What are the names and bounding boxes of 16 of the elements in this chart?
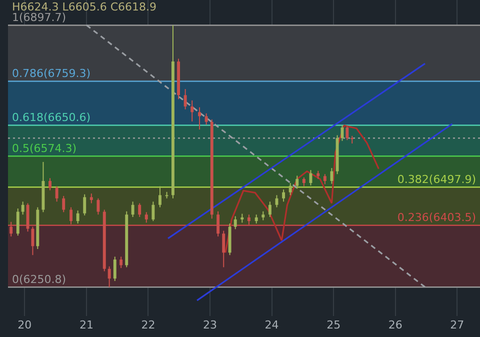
x-tick-label: 21 <box>79 318 94 332</box>
x-tick-label: 25 <box>326 318 341 332</box>
x-tick-label: 23 <box>203 318 218 332</box>
ref-line-label: 1(6897.7) <box>12 11 66 24</box>
ref-line-label: 0(6250.8) <box>12 272 66 286</box>
ref-line-label: 0.5(6574.3) <box>12 142 77 156</box>
x-tick-label: 24 <box>264 318 279 332</box>
x-tick-label: 20 <box>18 318 32 332</box>
ref-line-label: 0.236(6403.5) <box>397 211 476 224</box>
ref-line-label: 0.786(6759.3) <box>12 67 91 80</box>
ref-line-label: 0.382(6497.9) <box>397 172 476 186</box>
x-tick-label: 22 <box>141 318 156 332</box>
x-tick-label: 26 <box>388 318 402 332</box>
ref-line-label: 0.618(6650.6) <box>12 111 91 124</box>
annotation: H6624.3 L6605.6 C6618.9 <box>12 0 157 14</box>
x-tick-label: 27 <box>450 318 464 332</box>
